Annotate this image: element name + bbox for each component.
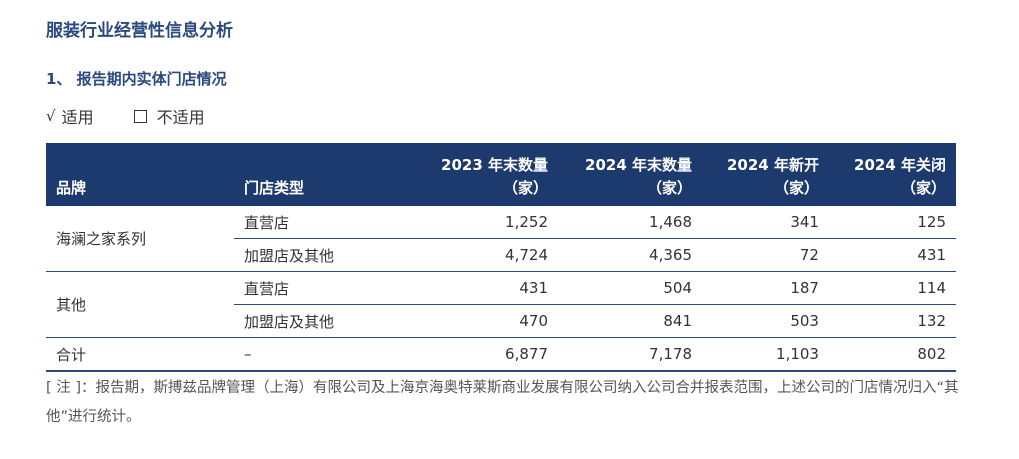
value-2023-cell: 1,252 [414, 206, 558, 239]
value-2023-cell: 431 [414, 271, 558, 305]
table-row: 加盟店及其他 4,724 4,365 72 431 [46, 238, 956, 272]
section-title: 服装行业经营性信息分析 [46, 21, 233, 41]
applicable-option[interactable]: √ 适用 [46, 104, 94, 128]
header-2023-line1: 2023 年末数量 [441, 156, 548, 174]
header-closed-line1: 2024 年关闭 [854, 156, 946, 174]
header-brand: 品牌 [56, 179, 87, 197]
total-closed-cell: 802 [828, 337, 956, 372]
empty-checkbox-icon [133, 109, 147, 123]
store-type-cell: 加盟店及其他 [244, 312, 335, 331]
value-2024-cell: 4,365 [558, 238, 702, 272]
header-store-type: 门店类型 [244, 179, 305, 197]
header-2024-line2: （家） [646, 179, 692, 197]
header-2024-count: 2024 年末数量 （家） [558, 143, 702, 206]
value-2024-cell: 841 [663, 312, 692, 330]
store-type-cell: 直营店 [234, 206, 414, 239]
brand-cell: 海澜之家系列 [46, 206, 234, 272]
opened-cell: 341 [702, 206, 829, 239]
not-applicable-option[interactable]: 不适用 [133, 104, 205, 128]
total-row: 合计 – 6,877 7,178 1,103 802 [46, 337, 956, 372]
footnote: [ 注 ]：报告期，斯搏兹品牌管理（上海）有限公司及上海京海奥特莱斯商业发展有限… [46, 380, 959, 425]
value-2024-cell: 504 [558, 271, 702, 305]
table-header-row: 品牌 门店类型 2023 年末数量 （家） 2024 年末数量 （家） 2024… [46, 143, 956, 206]
total-2024-cell: 7,178 [558, 337, 702, 372]
not-applicable-label: 不适用 [156, 108, 205, 127]
value-2023-cell: 470 [519, 312, 548, 330]
store-type-cell: 加盟店及其他 [234, 238, 414, 272]
applicability-options: √ 适用 不适用 [46, 104, 245, 128]
store-type-cell: 直营店 [234, 271, 414, 305]
total-type: – [234, 337, 414, 372]
header-opened-line1: 2024 年新开 [727, 156, 819, 174]
opened-cell: 187 [702, 271, 829, 305]
closed-cell: 125 [828, 206, 956, 239]
header-2024-closed: 2024 年关闭 （家） [829, 143, 956, 206]
header-closed-line2: （家） [900, 179, 946, 197]
header-opened-line2: （家） [773, 179, 819, 197]
closed-cell: 114 [828, 271, 956, 305]
brand-cell: 其他 [46, 271, 234, 338]
opened-cell: 503 [790, 312, 819, 330]
header-2024-opened: 2024 年新开 （家） [702, 143, 829, 206]
value-2023-cell: 4,724 [414, 238, 558, 272]
header-2023-line2: （家） [502, 179, 548, 197]
opened-cell: 72 [702, 238, 829, 272]
store-table: 品牌 门店类型 2023 年末数量 （家） 2024 年末数量 （家） 2024… [46, 143, 956, 372]
check-mark-icon: √ [46, 107, 56, 125]
sub-title: 1、 报告期内实体门店情况 [46, 70, 227, 88]
table-row: 海澜之家系列 直营店 1,252 1,468 341 125 [46, 206, 956, 272]
total-2023-cell: 6,877 [414, 337, 558, 372]
closed-cell: 132 [917, 312, 946, 330]
applicable-label: 适用 [61, 108, 94, 127]
total-opened-cell: 1,103 [702, 337, 829, 372]
header-2023-count: 2023 年末数量 （家） [414, 143, 558, 206]
closed-cell: 431 [828, 238, 956, 272]
value-2024-cell: 1,468 [558, 206, 702, 239]
table-row: 其他 直营店 431 504 187 114 [46, 271, 956, 338]
header-2024-line1: 2024 年末数量 [585, 156, 692, 174]
total-label: 合计 [46, 337, 234, 372]
table-row: 加盟店及其他 470 841 503 132 [46, 305, 956, 338]
